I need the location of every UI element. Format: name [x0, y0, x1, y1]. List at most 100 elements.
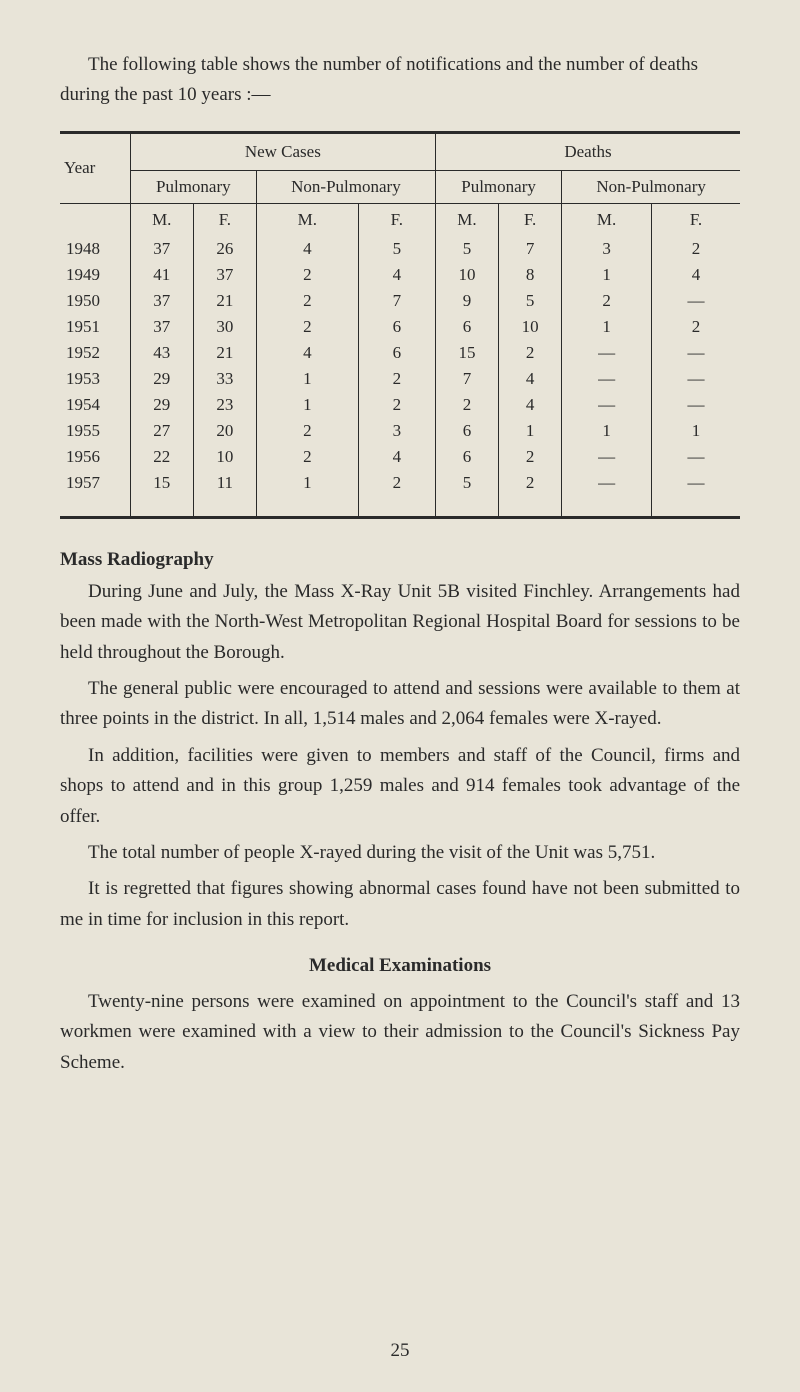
- year-header: Year: [60, 132, 130, 203]
- year-cell: 1955: [60, 418, 130, 444]
- data-cell: 15: [130, 470, 193, 496]
- data-cell: 4: [499, 366, 562, 392]
- page-number: 25: [0, 1340, 800, 1362]
- cat-pulmonary-deaths: Pulmonary: [435, 170, 561, 203]
- data-cell: 10: [435, 262, 498, 288]
- medical-examinations-title: Medical Examinations: [60, 955, 740, 977]
- year-cell: 1954: [60, 392, 130, 418]
- year-cell: 1956: [60, 444, 130, 470]
- data-cell: 30: [193, 314, 256, 340]
- data-cell: 7: [358, 288, 435, 314]
- year-cell: 1949: [60, 262, 130, 288]
- data-cell: 2: [256, 444, 358, 470]
- data-cell: 22: [130, 444, 193, 470]
- data-cell: —: [652, 340, 740, 366]
- data-cell: 43: [130, 340, 193, 366]
- mf-header: M.: [256, 203, 358, 236]
- data-cell: 1: [256, 392, 358, 418]
- data-cell: 2: [256, 262, 358, 288]
- data-cell: 37: [130, 314, 193, 340]
- data-cell: 37: [193, 262, 256, 288]
- data-cell: 2: [256, 288, 358, 314]
- data-cell: 10: [193, 444, 256, 470]
- data-cell: 5: [435, 470, 498, 496]
- data-cell: 1: [499, 418, 562, 444]
- data-cell: 29: [130, 392, 193, 418]
- data-cell: 4: [652, 262, 740, 288]
- data-cell: —: [562, 340, 652, 366]
- medical-examinations-p1: Twenty-nine persons were examined on app…: [60, 987, 740, 1078]
- table-row: 1952432146152——: [60, 340, 740, 366]
- data-cell: 3: [562, 236, 652, 262]
- year-cell: 1957: [60, 470, 130, 496]
- mass-radiography-p2: The general public were encouraged to at…: [60, 674, 740, 735]
- data-cell: 26: [193, 236, 256, 262]
- mf-header: F.: [499, 203, 562, 236]
- data-cell: 1: [256, 366, 358, 392]
- notifications-deaths-table: Year New Cases Deaths Pulmonary Non-Pulm…: [60, 131, 740, 519]
- cat-pulmonary-cases: Pulmonary: [130, 170, 256, 203]
- data-cell: 2: [499, 340, 562, 366]
- notifications-table-container: Year New Cases Deaths Pulmonary Non-Pulm…: [60, 131, 740, 519]
- data-cell: 8: [499, 262, 562, 288]
- data-cell: 4: [256, 236, 358, 262]
- data-cell: 6: [358, 340, 435, 366]
- data-cell: 2: [358, 470, 435, 496]
- table-row: 195622102462——: [60, 444, 740, 470]
- table-row: 195429231224——: [60, 392, 740, 418]
- data-cell: —: [652, 366, 740, 392]
- data-cell: 2: [358, 392, 435, 418]
- data-cell: 2: [652, 236, 740, 262]
- data-cell: 2: [499, 444, 562, 470]
- table-row: 195137302661012: [60, 314, 740, 340]
- mf-header: F.: [652, 203, 740, 236]
- data-cell: 1: [562, 314, 652, 340]
- data-cell: 1: [652, 418, 740, 444]
- data-cell: 9: [435, 288, 498, 314]
- cat-nonpulmonary-deaths: Non-Pulmonary: [562, 170, 740, 203]
- data-cell: 10: [499, 314, 562, 340]
- data-cell: 41: [130, 262, 193, 288]
- mf-header: M.: [130, 203, 193, 236]
- data-cell: 5: [499, 288, 562, 314]
- data-cell: 6: [435, 314, 498, 340]
- data-cell: 4: [256, 340, 358, 366]
- data-cell: 6: [435, 444, 498, 470]
- table-row: 19483726455732: [60, 236, 740, 262]
- data-cell: —: [562, 470, 652, 496]
- mf-header: M.: [562, 203, 652, 236]
- cat-nonpulmonary-cases: Non-Pulmonary: [256, 170, 435, 203]
- mf-header: F.: [193, 203, 256, 236]
- data-cell: —: [652, 392, 740, 418]
- data-cell: 2: [256, 314, 358, 340]
- data-cell: 5: [358, 236, 435, 262]
- year-cell: 1951: [60, 314, 130, 340]
- data-cell: 1: [562, 262, 652, 288]
- data-cell: 2: [256, 418, 358, 444]
- mass-radiography-p5: It is regretted that figures showing abn…: [60, 874, 740, 935]
- data-cell: 4: [358, 262, 435, 288]
- data-cell: 2: [562, 288, 652, 314]
- group-header-deaths: Deaths: [435, 132, 740, 170]
- mass-radiography-p3: In addition, facilities were given to me…: [60, 741, 740, 832]
- data-cell: 2: [652, 314, 740, 340]
- data-cell: 37: [130, 236, 193, 262]
- year-cell: 1950: [60, 288, 130, 314]
- year-cell: 1953: [60, 366, 130, 392]
- data-cell: —: [652, 470, 740, 496]
- data-cell: 33: [193, 366, 256, 392]
- data-cell: 4: [499, 392, 562, 418]
- year-cell: 1952: [60, 340, 130, 366]
- table-row: 194941372410814: [60, 262, 740, 288]
- data-cell: 21: [193, 340, 256, 366]
- data-cell: 7: [435, 366, 498, 392]
- data-cell: 27: [130, 418, 193, 444]
- mf-header: M.: [435, 203, 498, 236]
- table-row: 195329331274——: [60, 366, 740, 392]
- data-cell: —: [562, 444, 652, 470]
- data-cell: 2: [499, 470, 562, 496]
- data-cell: 2: [435, 392, 498, 418]
- data-cell: 1: [562, 418, 652, 444]
- data-cell: 7: [499, 236, 562, 262]
- data-cell: 37: [130, 288, 193, 314]
